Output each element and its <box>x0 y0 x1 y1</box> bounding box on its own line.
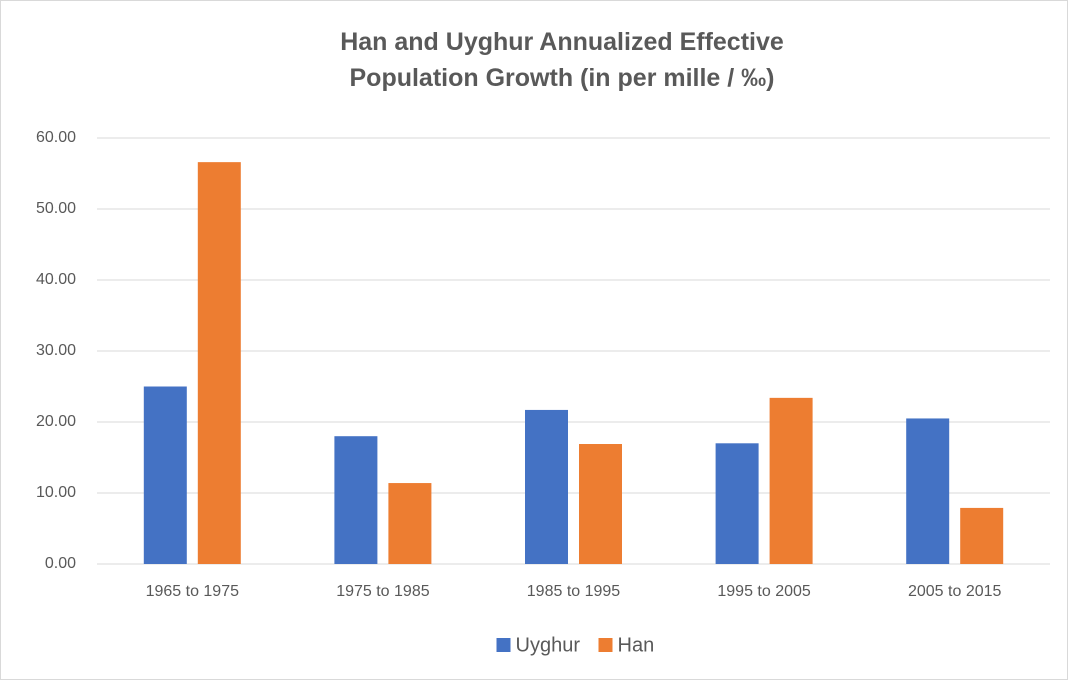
bar <box>334 436 378 564</box>
y-tick-label: 30.00 <box>36 342 76 359</box>
bar <box>143 386 187 564</box>
bar <box>388 483 432 564</box>
bar <box>525 409 568 564</box>
y-tick-label: 0.00 <box>45 555 76 572</box>
bar <box>769 397 813 564</box>
bar <box>906 418 950 564</box>
bar <box>715 443 759 564</box>
bar <box>579 444 622 564</box>
chart-title: Han and Uyghur Annualized Effective Popu… <box>340 28 784 92</box>
legend-swatch <box>598 638 613 652</box>
x-tick-label: 1985 to 1995 <box>527 583 621 600</box>
bar <box>197 162 241 564</box>
y-tick-label: 60.00 <box>36 129 76 146</box>
legend-label: Uyghur <box>516 634 581 656</box>
y-tick-label: 40.00 <box>36 271 76 288</box>
y-tick-label: 10.00 <box>36 484 76 501</box>
legend-swatch <box>496 638 511 652</box>
bar <box>960 507 1004 564</box>
x-tick-label: 2005 to 2015 <box>908 583 1002 600</box>
x-tick-label: 1975 to 1985 <box>336 583 430 600</box>
x-tick-label: 1965 to 1975 <box>146 583 240 600</box>
y-tick-label: 50.00 <box>36 200 76 217</box>
y-tick-label: 20.00 <box>36 413 76 430</box>
legend-label: Han <box>618 634 655 656</box>
x-tick-label: 1995 to 2005 <box>717 583 811 600</box>
